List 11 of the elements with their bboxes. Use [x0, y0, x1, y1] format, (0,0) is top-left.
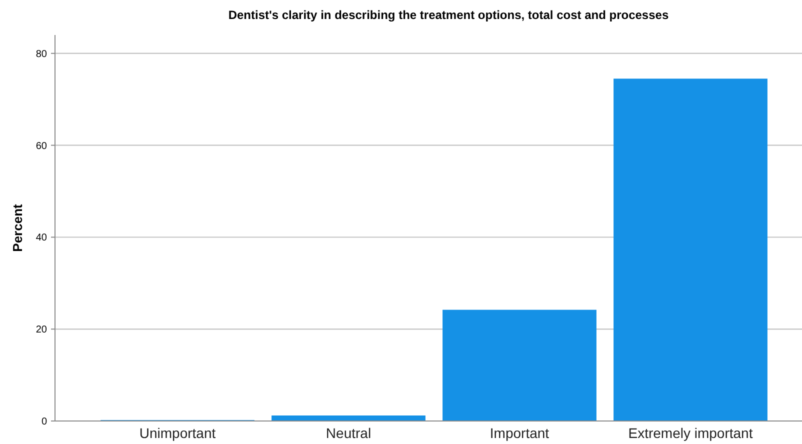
x-tick-label: Neutral: [326, 425, 372, 441]
y-tick-label: 0: [41, 416, 48, 428]
y-tick-label: 40: [36, 232, 48, 244]
x-tick-label: Important: [490, 425, 550, 441]
y-tick-label: 80: [36, 48, 48, 60]
chart-title: Dentist's clarity in describing the treatment options, total cost and processes: [228, 8, 669, 22]
y-tick-label: 60: [36, 140, 48, 152]
y-axis-title: Percent: [10, 203, 25, 252]
y-tick-label: 20: [36, 324, 48, 336]
x-tick-label: Unimportant: [139, 425, 216, 441]
x-tick-label: Extremely important: [628, 425, 753, 441]
